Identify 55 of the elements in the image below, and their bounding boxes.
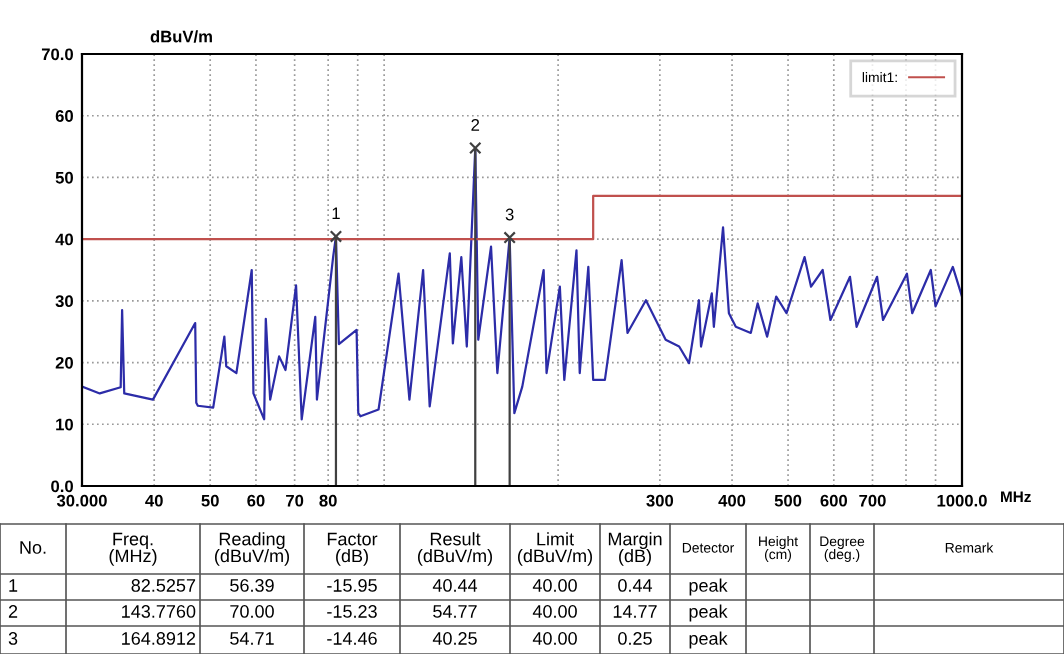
y-tick-label: 70.0 [41, 48, 73, 61]
annotation: 1 [332, 207, 340, 220]
text: Freq. (MHz) [109, 532, 157, 566]
annotation: 3 [505, 208, 514, 221]
text: 3 [8, 632, 18, 645]
y-tick-label: 30 [55, 295, 73, 308]
x-tick-label: 70 [286, 494, 304, 507]
text: 1 [9, 579, 18, 592]
text: 40.25 [432, 632, 477, 645]
x-tick-label: 300 [646, 494, 674, 507]
text: 40.44 [432, 579, 478, 592]
x-tick-label: 60 [247, 494, 265, 507]
text: 40.00 [532, 632, 577, 645]
y-axis-title: dBuV/m [150, 30, 212, 43]
x-tick-label: 30.000 [56, 494, 107, 507]
annotation: 2 [471, 119, 480, 131]
text: 14.77 [613, 605, 657, 618]
x-tick-label: 50 [201, 494, 219, 507]
text: -15.95 [327, 579, 377, 592]
text: No. [20, 541, 46, 554]
text: 40.00 [532, 605, 577, 618]
text: 164.8912 [122, 632, 196, 645]
x-tick-label: 1000.0 [937, 494, 987, 507]
x-tick-label: 400 [718, 494, 746, 507]
x-tick-label: 40 [145, 494, 163, 507]
text: Factor (dB) [327, 532, 378, 566]
y-tick-label: 50 [55, 171, 73, 184]
x-tick-label: 700 [859, 494, 886, 507]
y-tick-label: 0.0 [51, 480, 73, 493]
x-tick-label: 80 [319, 494, 337, 507]
text: 40.00 [532, 579, 577, 592]
text: Margin (dB) [608, 532, 662, 566]
text: 54.77 [433, 605, 477, 618]
text: 2 [8, 605, 18, 618]
y-tick-label: 60 [55, 110, 73, 122]
x-tick-label: 500 [774, 494, 802, 507]
text: 54.71 [230, 632, 274, 645]
text: 56.39 [230, 579, 274, 592]
text: Limit (dBuV/m) [518, 532, 593, 566]
text: peak [689, 604, 728, 622]
x-tick-label: 600 [820, 494, 848, 507]
text: Reading (dBuV/m) [215, 532, 290, 566]
text: peak [689, 578, 728, 596]
text: 70.00 [230, 605, 274, 618]
text: -15.23 [327, 605, 377, 618]
text: 0.25 [618, 632, 652, 645]
text: 82.5257 [131, 579, 196, 592]
text: peak [689, 631, 728, 649]
text: -14.46 [327, 632, 377, 645]
y-tick-label: 40 [55, 233, 73, 246]
y-tick-label: 10 [56, 418, 73, 431]
text: Result (dBuV/m) [418, 532, 493, 566]
text: 143.7760 [122, 605, 196, 618]
text: 0.44 [618, 579, 653, 592]
y-tick-label: 20 [55, 356, 73, 369]
